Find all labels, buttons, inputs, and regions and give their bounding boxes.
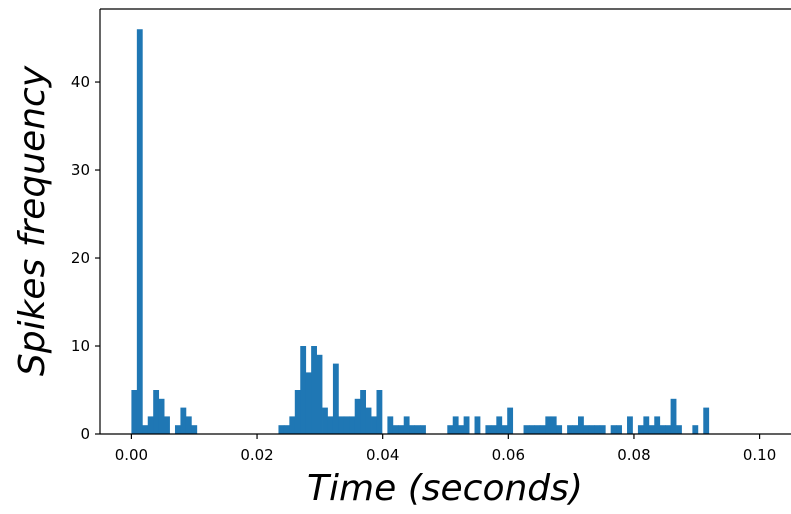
histogram-bar bbox=[610, 425, 617, 434]
x-axis-title: Time (seconds) bbox=[307, 468, 583, 509]
histogram-bar bbox=[300, 346, 307, 434]
histogram-bar bbox=[507, 407, 514, 434]
histogram-bar bbox=[594, 425, 601, 434]
histogram-bar bbox=[414, 425, 421, 434]
histogram-bar bbox=[474, 416, 481, 434]
x-tick-label: 0.08 bbox=[617, 446, 650, 464]
x-tick-label: 0.04 bbox=[366, 446, 399, 464]
histogram-bar bbox=[376, 390, 383, 434]
histogram-bar bbox=[583, 425, 590, 434]
histogram-bar bbox=[654, 416, 661, 434]
histogram-bar bbox=[485, 425, 492, 434]
x-tick-label: 0.02 bbox=[240, 446, 273, 464]
histogram-bar bbox=[392, 425, 399, 434]
histogram-bar bbox=[343, 416, 350, 434]
histogram-bar bbox=[556, 425, 563, 434]
histogram-bar bbox=[588, 425, 595, 434]
histogram-bar bbox=[305, 372, 312, 434]
histogram-bar bbox=[676, 425, 682, 434]
histogram-bar bbox=[131, 390, 138, 434]
histogram-bar bbox=[360, 390, 367, 434]
histogram-bar bbox=[578, 416, 584, 434]
y-axis-title: Spikes frequency bbox=[12, 65, 53, 376]
y-tick-label: 30 bbox=[71, 161, 90, 179]
histogram-bar bbox=[354, 398, 361, 434]
x-axis-ticks: 0.00 0.02 0.04 0.06 0.08 0.10 bbox=[115, 434, 776, 464]
histogram-bar bbox=[496, 416, 503, 434]
histogram-bar bbox=[567, 425, 573, 434]
histogram-bar bbox=[185, 416, 192, 434]
histogram-bar bbox=[316, 354, 323, 434]
y-axis-ticks: 0 10 20 30 40 bbox=[71, 73, 100, 443]
histogram-bar bbox=[365, 407, 372, 434]
histogram-bar bbox=[452, 416, 459, 434]
histogram-bar bbox=[703, 407, 710, 434]
histogram-bar bbox=[371, 416, 377, 434]
histogram-bar bbox=[311, 346, 317, 434]
histogram-bar bbox=[322, 407, 328, 434]
y-tick-label: 40 bbox=[71, 73, 90, 91]
histogram-bar bbox=[572, 425, 579, 434]
histogram-bar bbox=[539, 425, 546, 434]
histogram-bar bbox=[164, 416, 170, 434]
histogram-bar bbox=[550, 416, 557, 434]
histogram-bar bbox=[327, 416, 334, 434]
histogram-bar bbox=[490, 425, 497, 434]
y-tick-label: 20 bbox=[71, 249, 90, 267]
histogram-bar bbox=[398, 425, 405, 434]
axes bbox=[99, 8, 791, 435]
x-tick-label: 0.10 bbox=[743, 446, 776, 464]
histogram-bar bbox=[637, 425, 644, 434]
histogram-bar bbox=[501, 425, 508, 434]
histogram-bar bbox=[599, 425, 606, 434]
histogram-bar bbox=[158, 398, 165, 434]
histogram-bar bbox=[283, 425, 290, 434]
histogram-bar bbox=[648, 425, 655, 434]
histogram-bar bbox=[289, 416, 296, 434]
histogram-bar bbox=[420, 425, 426, 434]
x-tick-label: 0.06 bbox=[492, 446, 525, 464]
histogram-bar bbox=[278, 425, 285, 434]
histogram-bar bbox=[174, 425, 181, 434]
histogram-bar bbox=[665, 425, 671, 434]
histogram-bar bbox=[670, 398, 677, 434]
histogram-bar bbox=[153, 390, 160, 434]
histogram-bar bbox=[659, 425, 666, 434]
histogram-bar bbox=[692, 425, 699, 434]
histogram-bar bbox=[338, 416, 345, 434]
y-tick-label: 10 bbox=[71, 337, 90, 355]
histogram-bar bbox=[534, 425, 541, 434]
histogram-bar bbox=[294, 390, 301, 434]
histogram-bar bbox=[191, 425, 198, 434]
histogram-bar bbox=[545, 416, 552, 434]
histogram-bar bbox=[627, 416, 633, 434]
histogram-bar bbox=[387, 416, 394, 434]
histogram-bar bbox=[142, 425, 149, 434]
histogram-bar bbox=[409, 425, 416, 434]
histogram-bar bbox=[447, 425, 454, 434]
histogram-bar bbox=[349, 416, 356, 434]
histogram-bar bbox=[180, 407, 187, 434]
histogram-bar bbox=[643, 416, 650, 434]
y-tick-label: 0 bbox=[80, 425, 90, 443]
histogram-bar bbox=[458, 425, 465, 434]
histogram-bar bbox=[332, 363, 339, 434]
histogram-bar bbox=[523, 425, 530, 434]
histogram-bar bbox=[136, 29, 143, 434]
histogram-bar bbox=[403, 416, 410, 434]
histogram-bar bbox=[528, 425, 535, 434]
histogram-bar bbox=[463, 416, 470, 434]
histogram-bars bbox=[131, 29, 710, 434]
histogram-bar bbox=[147, 416, 154, 434]
histogram-bar bbox=[616, 425, 622, 434]
x-tick-label: 0.00 bbox=[115, 446, 148, 464]
